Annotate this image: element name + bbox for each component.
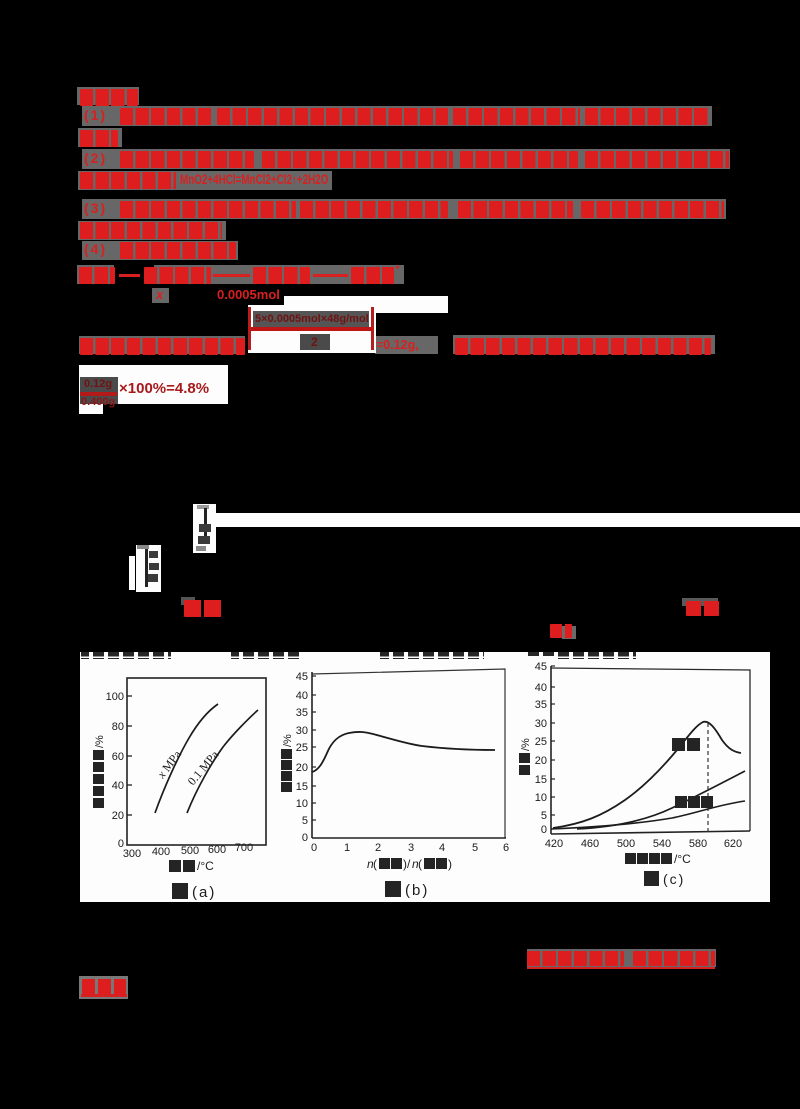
svg-text:100: 100 xyxy=(106,691,124,703)
svg-text:)/: )/ xyxy=(403,857,411,871)
svg-text:(c): (c) xyxy=(663,871,685,887)
svg-text:35: 35 xyxy=(535,699,547,711)
svg-text:0: 0 xyxy=(302,832,308,844)
svg-text:5: 5 xyxy=(541,810,547,822)
svg-text:(: ( xyxy=(418,857,422,871)
svg-text:0: 0 xyxy=(118,838,124,850)
svg-text:0: 0 xyxy=(541,824,547,836)
svg-text:25: 25 xyxy=(296,742,308,754)
svg-text:0: 0 xyxy=(311,842,317,854)
svg-text:5: 5 xyxy=(302,815,308,827)
svg-text:700: 700 xyxy=(235,842,253,854)
svg-text:620: 620 xyxy=(724,838,742,850)
svg-text:15: 15 xyxy=(296,781,308,793)
svg-text:45: 45 xyxy=(296,671,308,683)
svg-text:20: 20 xyxy=(535,755,547,767)
svg-text:580: 580 xyxy=(689,838,707,850)
svg-text:25: 25 xyxy=(535,736,547,748)
svg-text:(b): (b) xyxy=(405,882,429,899)
svg-text:20: 20 xyxy=(296,762,308,774)
svg-text:35: 35 xyxy=(296,707,308,719)
svg-text:40: 40 xyxy=(296,690,308,702)
svg-text:80: 80 xyxy=(112,721,124,733)
svg-text:540: 540 xyxy=(653,838,671,850)
svg-text:300: 300 xyxy=(123,848,141,860)
svg-text:n: n xyxy=(367,857,374,871)
svg-text:20: 20 xyxy=(112,810,124,822)
svg-text:/%: /% xyxy=(520,738,532,751)
svg-text:6: 6 xyxy=(503,842,509,854)
svg-text:5: 5 xyxy=(472,842,478,854)
svg-text:n: n xyxy=(412,857,419,871)
svg-text:10: 10 xyxy=(296,798,308,810)
svg-text:10: 10 xyxy=(535,792,547,804)
svg-text:3: 3 xyxy=(408,842,414,854)
svg-text:500: 500 xyxy=(181,845,199,857)
svg-text:30: 30 xyxy=(296,725,308,737)
svg-text:2: 2 xyxy=(375,842,381,854)
svg-text:): ) xyxy=(448,857,452,871)
svg-text:/%: /% xyxy=(282,734,294,747)
svg-text:40: 40 xyxy=(112,780,124,792)
svg-text:(a): (a) xyxy=(192,884,216,901)
svg-text:/°C: /°C xyxy=(674,852,691,866)
svg-text:420: 420 xyxy=(545,838,563,850)
svg-text:400: 400 xyxy=(152,846,170,858)
svg-text:/°C: /°C xyxy=(197,859,214,873)
svg-text:460: 460 xyxy=(581,838,599,850)
svg-text:/%: /% xyxy=(94,735,106,748)
svg-text:600: 600 xyxy=(208,844,226,856)
svg-text:15: 15 xyxy=(535,774,547,786)
svg-text:(: ( xyxy=(373,857,377,871)
svg-text:30: 30 xyxy=(535,718,547,730)
svg-text:500: 500 xyxy=(617,838,635,850)
svg-text:40: 40 xyxy=(535,682,547,694)
svg-text:60: 60 xyxy=(112,751,124,763)
svg-text:4: 4 xyxy=(439,842,445,854)
svg-text:1: 1 xyxy=(344,842,350,854)
svg-text:45: 45 xyxy=(535,661,547,673)
